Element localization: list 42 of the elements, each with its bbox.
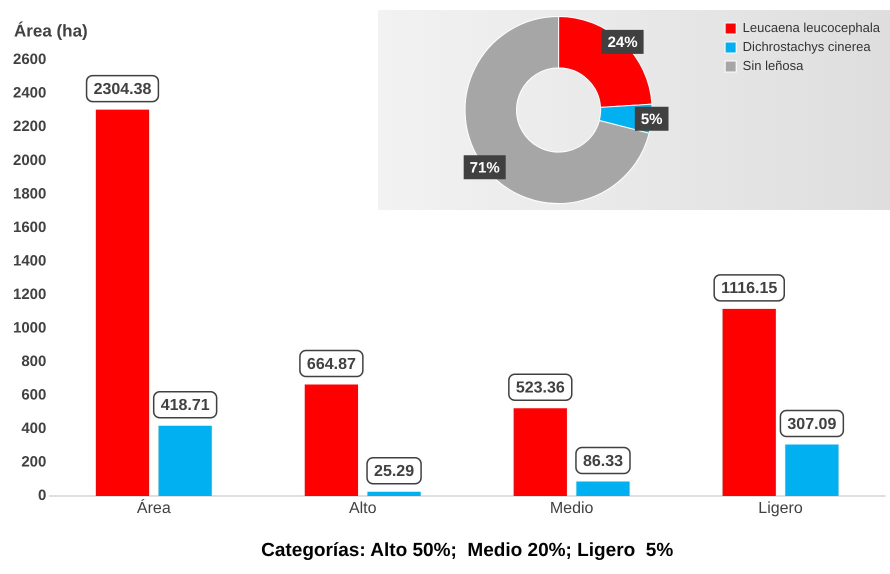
x-axis-title: Categorías: Alto 50%; Medio 20%; Ligero 5%: [261, 540, 674, 561]
bar: [514, 408, 567, 496]
x-tick-label: Medio: [550, 500, 594, 518]
bar: [158, 426, 212, 496]
bar: [722, 308, 776, 496]
y-tick-label: 2000: [12, 152, 46, 169]
data-label: 2304.38: [94, 80, 152, 98]
data-label: 1116.15: [721, 280, 778, 298]
data-label: 5%: [640, 110, 663, 128]
data-label: 25.29: [374, 463, 414, 480]
data-label: 307.09: [787, 416, 836, 433]
bar: [785, 444, 839, 496]
y-tick-label: 400: [21, 420, 46, 438]
data-label: 418.71: [160, 397, 210, 414]
y-tick-label: 1400: [12, 252, 46, 270]
bar: [96, 110, 150, 496]
data-label: 86.33: [582, 452, 624, 470]
y-tick-label: 0: [38, 487, 46, 504]
legend-label: Dichrostachys cinerea: [742, 39, 872, 54]
y-tick-label: 2200: [12, 118, 46, 136]
y-tick-label: 1000: [12, 319, 46, 336]
y-tick-label: 200: [21, 454, 46, 471]
y-tick-label: 1600: [12, 218, 46, 236]
x-tick-label: Área: [136, 499, 171, 518]
legend-label: Leucaena leucocephala: [742, 20, 881, 36]
x-tick-label: Alto: [348, 500, 377, 518]
y-tick-label: 1800: [12, 185, 46, 202]
y-tick-label: 2600: [12, 51, 46, 68]
y-tick-label: 800: [21, 352, 46, 370]
y-tick-label: 600: [21, 386, 46, 404]
y-tick-label: 1200: [12, 286, 46, 303]
bar: [367, 492, 421, 496]
y-axis-title: Área (ha): [14, 20, 88, 41]
bar: [304, 384, 358, 496]
y-tick-label: 2400: [12, 84, 46, 102]
x-tick-label: Ligero: [758, 500, 803, 518]
data-label: 24%: [608, 34, 638, 51]
legend-label: Sin leñosa: [742, 58, 804, 74]
data-label: 71%: [470, 159, 500, 176]
data-label: 523.36: [516, 380, 565, 397]
bar: [576, 482, 630, 496]
data-label: 664.87: [306, 356, 356, 373]
